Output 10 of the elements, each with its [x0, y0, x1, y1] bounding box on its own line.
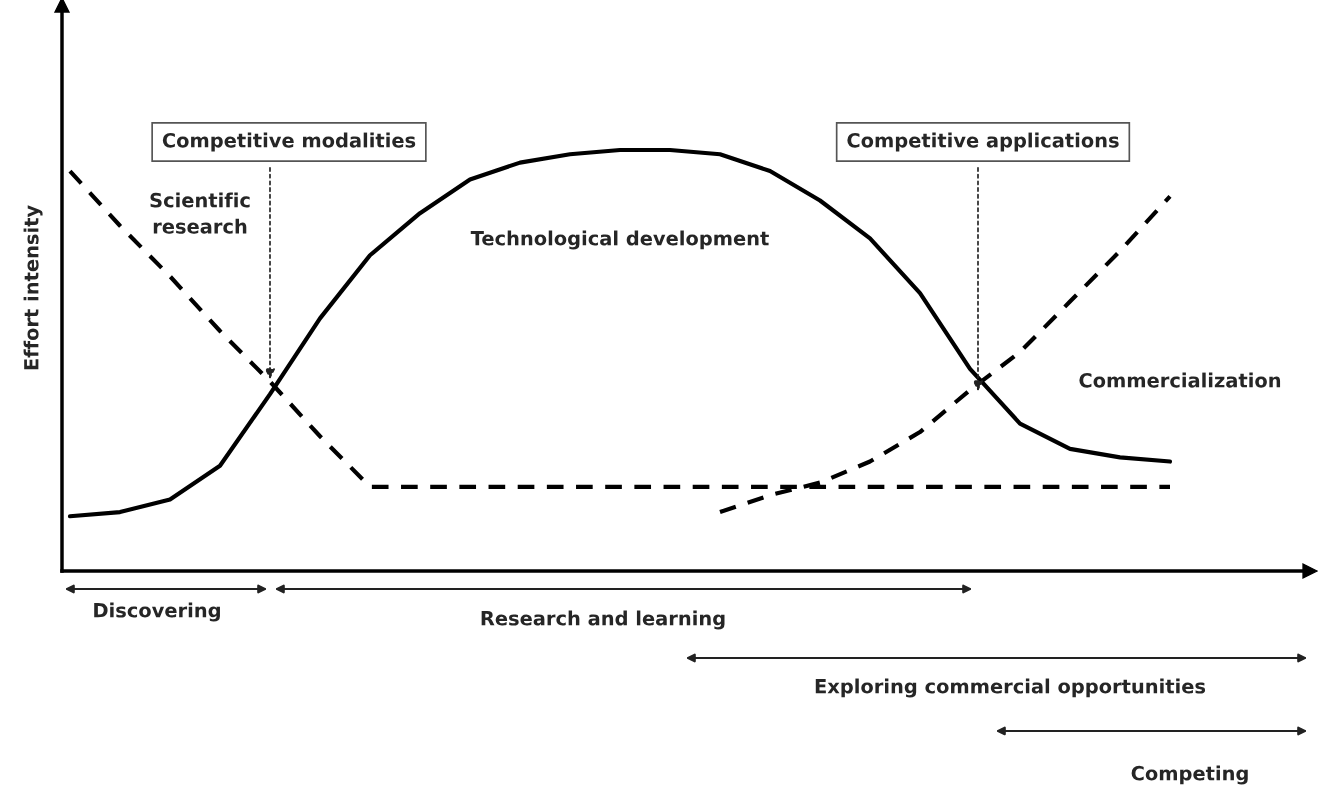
series-label: Scientific research: [150, 192, 250, 234]
text: Discovering: [94, 602, 220, 622]
text: Technological development: [470, 230, 769, 250]
text: Exploring commercial opportunities: [815, 678, 1206, 698]
annotation: Competitive modalities: [162, 132, 416, 152]
annotation: Competitive applications: [847, 132, 1119, 152]
text: Competing: [1131, 765, 1248, 785]
text: Research and learning: [481, 610, 725, 630]
text: Commercialization: [1079, 372, 1281, 388]
y-axis-title: Effort intensity: [23, 205, 43, 370]
